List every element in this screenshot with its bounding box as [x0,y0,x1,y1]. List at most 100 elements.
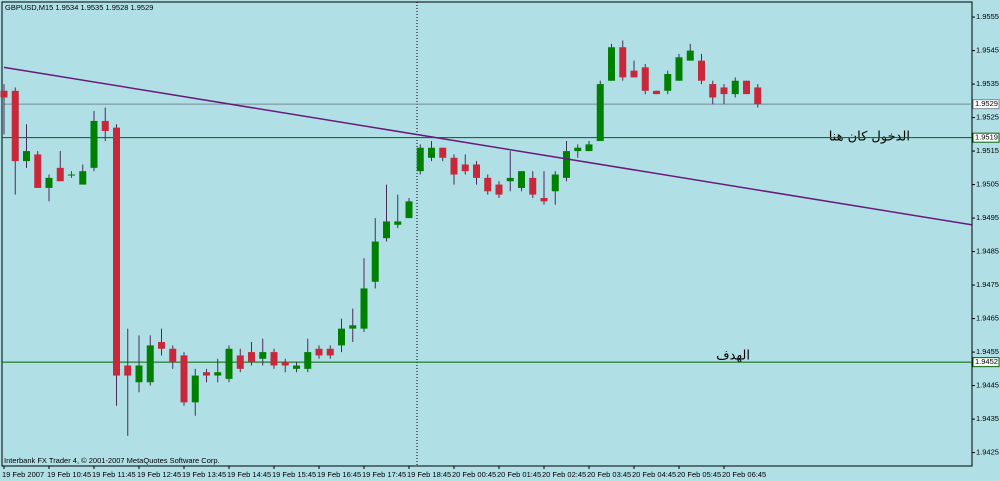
y-tick-label: 1.9475 [976,280,999,289]
y-tick-label: 1.9525 [976,113,999,122]
candle-body [281,362,289,366]
candle-body [304,352,312,369]
candle-body [473,164,480,178]
candle-body [349,325,357,329]
candle-body [574,147,582,152]
candle-body [518,171,525,188]
candle-body [608,47,615,81]
y-tick-label: 1.9545 [976,46,999,55]
candle-body [596,84,604,142]
y-tick-label: 1.9465 [976,314,999,323]
candle-body [563,151,570,178]
x-tick-label: 19 Feb 12:45 [137,470,181,479]
x-tick-label: 19 Feb 10:45 [47,470,91,479]
candle-body [540,197,548,202]
price-tag [972,132,1000,143]
candle-body [326,348,334,356]
x-tick-label: 19 Feb 11:45 [92,470,136,479]
candle-body [0,90,8,98]
candle-body [630,70,638,78]
candle-body [113,127,120,376]
candle-body [450,157,458,175]
candle-body [495,184,503,195]
price-tag [972,357,1000,368]
x-tick-label: 20 Feb 05:45 [677,470,721,479]
candle-body [293,365,300,369]
candle-body [664,74,672,91]
candle-body [146,345,154,383]
price-tag-label: 1.9529 [975,99,998,108]
candle-body [124,365,132,376]
y-tick-label: 1.9455 [976,347,999,356]
candle-body [484,177,492,192]
candle-body [180,355,188,403]
candle-body [653,90,660,95]
candle-body [270,352,278,366]
candle-body [641,67,649,91]
candle-body [686,50,694,61]
candle-body [11,90,19,162]
x-tick-label: 19 Feb 18:45 [407,470,451,479]
candle-body [709,84,717,98]
candle-body [23,151,30,162]
x-tick-label: 19 Feb 15:45 [272,470,316,479]
candle-body [259,352,267,359]
price-tag-label: 1.9519 [975,133,998,142]
candle-body [394,221,402,225]
candle-body [506,177,514,182]
candle-body [214,372,222,376]
y-tick-label: 1.9555 [976,12,999,21]
trend-line [3,66,972,226]
candle-body [720,87,728,95]
candle-body [338,328,345,346]
x-tick-label: 20 Feb 06:45 [722,470,766,479]
candle-body [79,171,87,185]
y-tick-label: 1.9425 [976,448,999,457]
candle-body [405,201,413,219]
x-tick-label: 19 Feb 13:45 [182,470,226,479]
y-tick-label: 1.9515 [976,146,999,155]
candle-body [158,342,165,349]
candle-body [461,164,469,172]
candle-body [416,147,424,172]
x-tick-label: 20 Feb 00:45 [452,470,496,479]
candle-body [203,372,210,376]
x-tick-label: 19 Feb 14:45 [227,470,271,479]
candle-body [68,174,75,176]
price-tag [972,99,1000,110]
candle-body [428,147,435,158]
candle-body [731,80,739,95]
footer: Interbank FX Trader 4, © 2001-2007 MetaQ… [4,456,220,465]
x-tick-label: 19 Feb 17:45 [362,470,406,479]
price-tag-label: 1.9452 [975,357,998,366]
candle-body [248,352,255,363]
y-tick-label: 1.9535 [976,79,999,88]
candle-body [383,221,390,239]
x-tick-label: 20 Feb 02:45 [542,470,586,479]
candle-body [439,147,447,158]
annotation: الدخول كان هنا [829,130,910,145]
candle-body [743,80,750,95]
y-tick-label: 1.9435 [976,414,999,423]
candle-body [360,288,368,329]
x-tick-label: 20 Feb 01:45 [497,470,541,479]
candle-body [371,241,379,282]
candle-body [698,60,705,81]
plot-frame [1,1,973,467]
annotation: الهدف [716,349,750,364]
candle-body [90,120,98,168]
candle-body [585,144,593,152]
candle-body [619,47,627,78]
y-tick-label: 1.9495 [976,213,999,222]
x-tick-label: 20 Feb 03:45 [587,470,631,479]
candle-body [45,177,53,188]
x-tick-label: 19 Feb 2007 [2,470,44,479]
candle-body [225,348,233,379]
candle-body [101,120,109,131]
candle-body [754,87,762,105]
candle-body [56,167,64,182]
candle-body [135,365,143,383]
y-tick-label: 1.9505 [976,180,999,189]
